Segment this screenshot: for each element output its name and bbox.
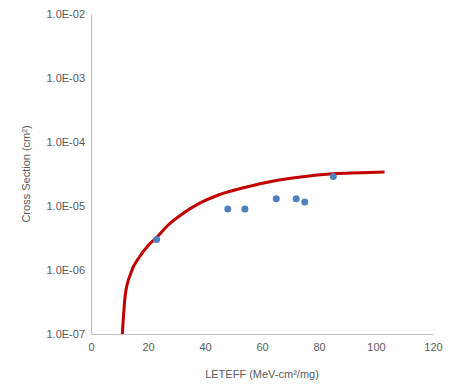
tick: 40 <box>199 334 211 353</box>
tick-label: 40 <box>199 341 211 353</box>
data-point <box>241 205 248 212</box>
x-axis: 0 20 40 60 80 100 120 <box>88 334 442 353</box>
tick: 80 <box>313 334 325 353</box>
tick-label: 120 <box>424 341 442 353</box>
tick: 1.0E-02 <box>46 8 91 20</box>
tick-label: 100 <box>367 341 385 353</box>
x-axis-title: LETEFF (MeV-cm²/mg) <box>205 368 319 380</box>
tick-label: 1.0E-05 <box>46 200 85 212</box>
y-axis-title: Cross Section (cm²) <box>20 125 32 222</box>
tick: 100 <box>367 334 385 353</box>
tick: 60 <box>256 334 268 353</box>
data-point <box>153 236 160 243</box>
y-axis: 1.0E-07 1.0E-06 1.0E-05 1.0E-04 1.0E-03 1.0E-… <box>46 8 91 340</box>
data-point <box>301 199 308 206</box>
tick: 20 <box>142 334 154 353</box>
tick: 1.0E-07 <box>46 328 91 340</box>
data-point <box>273 195 280 202</box>
tick-label: 60 <box>256 341 268 353</box>
axis-line <box>91 15 92 335</box>
plot-area: 0204060801001201.0E-071.0E-061.0E-051.0E… <box>46 8 442 353</box>
data-point <box>330 173 337 180</box>
tick: 1.0E-03 <box>46 72 91 84</box>
axis-line <box>92 334 434 335</box>
tick-label: 1.0E-06 <box>46 264 85 276</box>
fit-line <box>122 172 384 334</box>
tick-label: 80 <box>313 341 325 353</box>
tick: 0 <box>88 334 94 353</box>
tick-label: 1.0E-07 <box>46 328 85 340</box>
tick: 1.0E-06 <box>46 264 91 276</box>
tick-label: 0 <box>88 341 94 353</box>
chart: 0204060801001201.0E-071.0E-061.0E-051.0E… <box>0 0 476 392</box>
tick: 120 <box>424 334 442 353</box>
tick: 1.0E-04 <box>46 136 91 148</box>
data-point <box>293 195 300 202</box>
tick-label: 1.0E-02 <box>46 8 85 20</box>
data-layer <box>122 172 384 334</box>
tick-label: 20 <box>142 341 154 353</box>
tick-label: 1.0E-04 <box>46 136 85 148</box>
tick: 1.0E-05 <box>46 200 91 212</box>
tick-label: 1.0E-03 <box>46 72 85 84</box>
data-point <box>224 205 231 212</box>
